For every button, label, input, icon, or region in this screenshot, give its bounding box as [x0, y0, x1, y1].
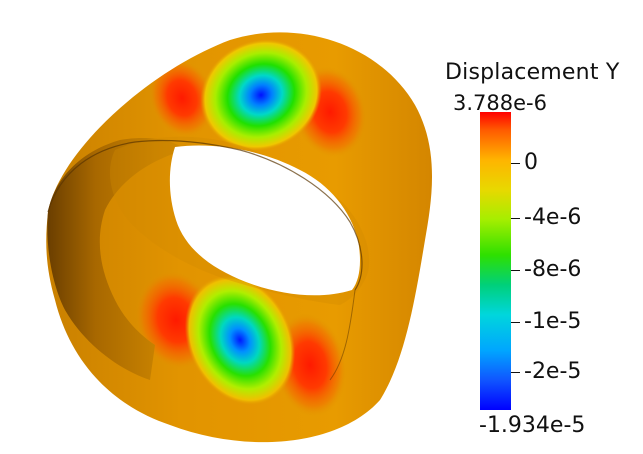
bottom-dent: [184, 274, 296, 406]
top-left-bump: [148, 58, 216, 138]
cylinder-inner-surface: [47, 138, 185, 380]
top-dent: [200, 38, 322, 152]
cylinder-opening: [169, 145, 360, 296]
cylinder-rim-edge: [47, 139, 363, 291]
